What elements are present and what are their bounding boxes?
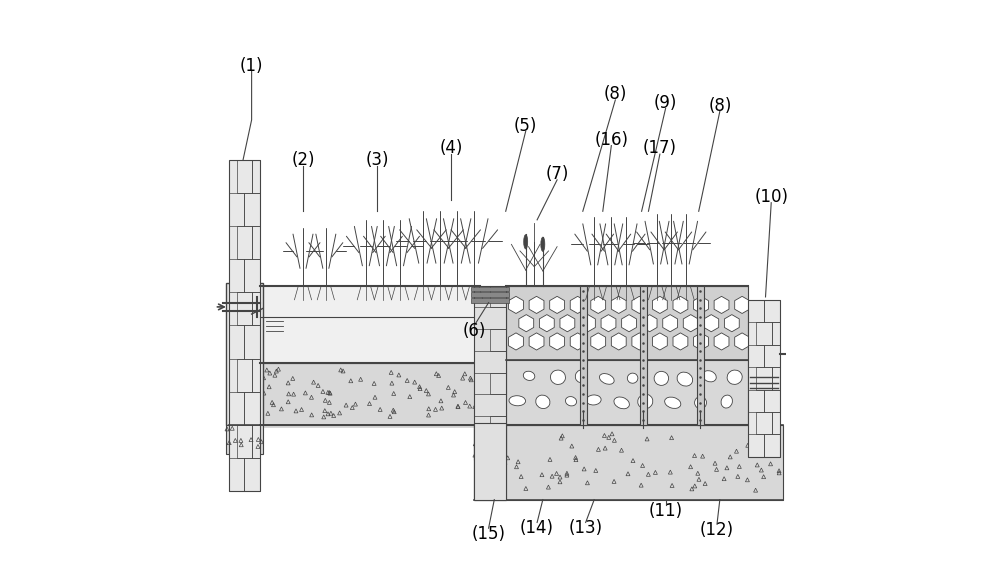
Bar <box>490 372 506 395</box>
Bar <box>490 329 506 351</box>
Bar <box>474 307 506 329</box>
Text: (3): (3) <box>365 151 389 169</box>
Bar <box>229 259 244 292</box>
Bar <box>764 300 780 322</box>
Ellipse shape <box>523 371 535 380</box>
Bar <box>229 160 260 491</box>
Bar <box>764 389 780 412</box>
Text: (9): (9) <box>654 94 677 112</box>
Bar <box>229 392 244 425</box>
Ellipse shape <box>614 397 629 409</box>
Bar <box>229 458 244 491</box>
Bar <box>260 363 480 425</box>
Bar <box>748 345 764 367</box>
Bar <box>474 286 506 460</box>
Text: (7): (7) <box>545 165 569 183</box>
Text: (16): (16) <box>594 131 628 149</box>
Bar <box>474 351 506 372</box>
Text: (17): (17) <box>643 139 677 158</box>
Bar <box>490 416 506 438</box>
Text: (5): (5) <box>514 116 537 135</box>
Ellipse shape <box>727 370 742 384</box>
Bar <box>244 392 260 425</box>
Bar <box>474 438 506 460</box>
Text: (14): (14) <box>520 519 554 537</box>
Bar <box>237 292 252 325</box>
Bar <box>474 425 783 500</box>
Bar <box>772 412 780 435</box>
Ellipse shape <box>665 397 681 408</box>
Bar <box>244 458 260 491</box>
Ellipse shape <box>677 372 693 386</box>
Bar <box>474 425 506 500</box>
Bar <box>471 298 509 303</box>
Bar <box>226 283 263 425</box>
Bar <box>474 423 506 500</box>
Bar <box>229 193 244 226</box>
Bar <box>252 359 260 392</box>
Bar <box>260 286 480 363</box>
Bar <box>471 287 509 291</box>
Ellipse shape <box>703 371 716 382</box>
Bar <box>252 160 260 193</box>
Bar <box>252 226 260 259</box>
Bar <box>748 300 764 322</box>
Ellipse shape <box>541 237 545 251</box>
Bar <box>237 359 252 392</box>
Text: (4): (4) <box>440 139 463 158</box>
Bar <box>506 286 748 360</box>
Bar <box>229 325 244 359</box>
Bar <box>772 322 780 345</box>
Text: (8): (8) <box>708 96 732 115</box>
Text: (11): (11) <box>649 502 683 520</box>
Text: (1): (1) <box>240 57 263 75</box>
Ellipse shape <box>599 373 614 384</box>
Bar <box>764 435 780 457</box>
Bar <box>237 226 252 259</box>
Bar <box>244 325 260 359</box>
Bar <box>756 322 772 345</box>
Text: (10): (10) <box>754 188 788 206</box>
Ellipse shape <box>721 395 732 408</box>
Bar <box>490 286 506 307</box>
Bar <box>252 425 260 458</box>
Ellipse shape <box>654 371 669 385</box>
Ellipse shape <box>586 395 601 405</box>
Text: (15): (15) <box>472 525 506 543</box>
Bar <box>226 425 263 454</box>
Ellipse shape <box>695 397 706 409</box>
Ellipse shape <box>627 373 638 383</box>
Bar <box>756 412 772 435</box>
Ellipse shape <box>536 395 550 408</box>
Bar <box>252 292 260 325</box>
Bar <box>244 193 260 226</box>
Text: (6): (6) <box>463 322 486 340</box>
Bar <box>237 160 252 193</box>
Ellipse shape <box>575 370 587 383</box>
Bar <box>244 259 260 292</box>
Bar <box>640 286 647 425</box>
Ellipse shape <box>638 394 653 409</box>
Bar <box>697 286 704 425</box>
Ellipse shape <box>509 396 526 406</box>
Bar <box>237 425 252 458</box>
Bar <box>756 367 772 389</box>
Bar <box>474 395 506 416</box>
Bar <box>748 435 764 457</box>
Bar <box>506 360 748 425</box>
Bar <box>764 345 780 367</box>
Text: (8): (8) <box>604 85 627 103</box>
Bar <box>226 423 514 428</box>
Bar <box>580 286 587 425</box>
Bar <box>748 389 764 412</box>
Ellipse shape <box>550 370 565 384</box>
Ellipse shape <box>565 397 577 406</box>
Text: (2): (2) <box>291 151 315 169</box>
Text: (13): (13) <box>569 519 603 537</box>
Bar <box>748 300 780 457</box>
Ellipse shape <box>524 235 528 249</box>
Bar <box>772 367 780 389</box>
Bar <box>471 292 509 297</box>
Text: (12): (12) <box>700 521 734 539</box>
